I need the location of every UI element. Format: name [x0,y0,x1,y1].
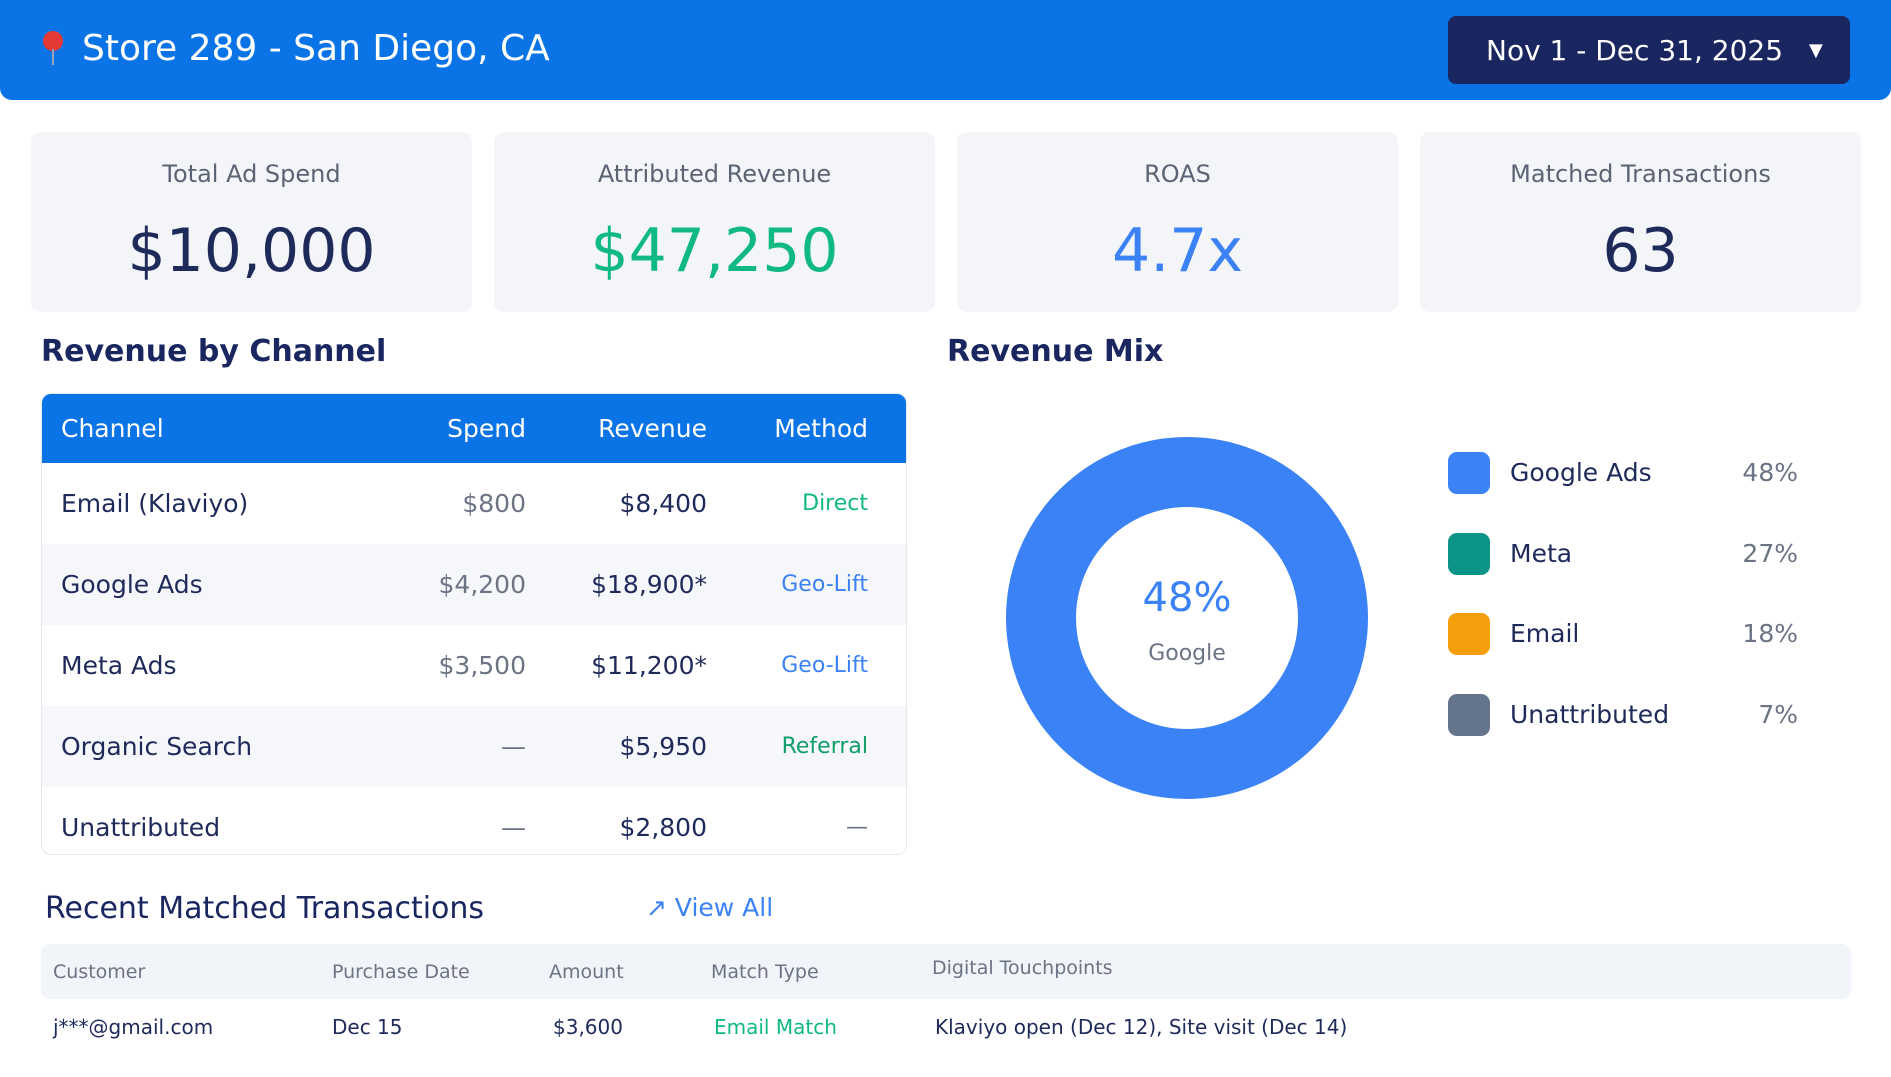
cell-digital-touchpoints: Klaviyo open (Dec 12), Site visit (Dec 1… [935,1015,1348,1039]
legend-swatch [1448,613,1490,655]
table-row: Unattributed — $2,800 — [42,787,906,854]
donut-center: 48% Google [1006,437,1368,799]
store-title-text: Store 289 - San Diego, CA [82,28,550,69]
cell-revenue: $8,400 [619,489,707,518]
kpi-value: $47,250 [590,216,839,286]
cell-method: Geo-Lift [781,653,868,678]
cell-revenue: $2,800 [619,813,707,842]
caret-down-icon: ▼ [1809,39,1823,61]
top-header: Store 289 - San Diego, CA Nov 1 - Dec 31… [0,0,1891,100]
cell-spend: — [501,732,526,761]
legend-percent: 48% [1742,458,1798,487]
column-header-revenue: Revenue [598,414,707,443]
kpi-label: Attributed Revenue [597,160,832,188]
date-range-picker[interactable]: Nov 1 - Dec 31, 2025 ▼ [1448,16,1850,84]
kpi-value: 63 [1602,216,1679,286]
column-header-amount: Amount [549,961,624,983]
cell-channel: Unattributed [61,813,221,842]
donut-center-label: Google [1148,641,1226,666]
cell-method: Referral [781,734,868,759]
legend-name: Meta [1510,539,1573,568]
cell-revenue: $18,900* [591,570,707,599]
donut-chart [1006,437,1368,799]
map-pin-icon [40,30,66,67]
cell-spend: $3,500 [438,651,526,680]
legend-item: Google Ads 48% [1448,452,1798,494]
cell-purchase-date: Dec 15 [332,1015,403,1039]
kpi-card-total-ad-spend: Total Ad Spend $10,000 [31,132,472,312]
date-range-label: Nov 1 - Dec 31, 2025 [1486,33,1784,67]
legend-name: Unattributed [1510,700,1670,729]
column-header-digital-touchpoints: Digital Touchpoints [932,957,1113,979]
view-all-link[interactable]: ↗ View All [646,893,774,922]
cell-revenue: $5,950 [619,732,707,761]
table-row: Meta Ads $3,500 $11,200* Geo-Lift [42,625,906,706]
legend-name: Email [1510,619,1580,648]
table-header: Channel Spend Revenue Method [42,394,906,463]
column-header-customer: Customer [53,961,146,983]
cell-channel: Email (Klaviyo) [61,489,249,518]
legend-item: Email 18% [1448,613,1798,655]
kpi-label: Matched Transactions [1510,160,1771,188]
table-row: Google Ads $4,200 $18,900* Geo-Lift [42,544,906,625]
legend-percent: 18% [1742,619,1798,648]
legend-swatch [1448,533,1490,575]
kpi-label: ROAS [1144,160,1211,188]
store-title: Store 289 - San Diego, CA [40,28,550,69]
kpi-value: 4.7x [1112,216,1243,286]
revenue-by-channel-table: Channel Spend Revenue Method Email (Klav… [41,393,907,855]
kpi-card-attributed-revenue: Attributed Revenue $47,250 [494,132,935,312]
column-header-channel: Channel [61,414,164,443]
cell-match-type: Email Match [714,1015,837,1039]
table-row: Email (Klaviyo) $800 $8,400 Direct [42,463,906,544]
cell-spend: $4,200 [438,570,526,599]
column-header-purchase-date: Purchase Date [332,961,470,983]
recent-transactions-title: Recent Matched Transactions [45,891,485,926]
legend-percent: 7% [1758,700,1798,729]
column-header-spend: Spend [447,414,526,443]
donut-center-percent: 48% [1142,575,1232,621]
kpi-label: Total Ad Spend [162,160,341,188]
cell-spend: — [501,813,526,842]
legend-name: Google Ads [1510,458,1652,487]
legend-item: Meta 27% [1448,533,1798,575]
revenue-by-channel-title: Revenue by Channel [41,334,387,369]
legend-percent: 27% [1742,539,1798,568]
cell-revenue: $11,200* [591,651,707,680]
donut-ring [1006,437,1368,799]
legend-item: Unattributed 7% [1448,694,1798,736]
kpi-card-matched-transactions: Matched Transactions 63 [1420,132,1861,312]
kpi-value: $10,000 [127,216,376,286]
cell-spend: $800 [462,489,526,518]
cell-channel: Google Ads [61,570,203,599]
cell-method: — [846,815,868,840]
table-row: j***@gmail.com Dec 15 $3,600 Email Match… [41,1004,1851,1052]
revenue-mix-donut: 48% Google [1006,437,1368,799]
transactions-table-header: Customer Purchase Date Amount Match Type… [41,944,1851,999]
revenue-mix-title: Revenue Mix [947,334,1164,369]
cell-customer: j***@gmail.com [53,1015,214,1039]
legend-swatch [1448,694,1490,736]
cell-method: Geo-Lift [781,572,868,597]
cell-channel: Meta Ads [61,651,177,680]
legend-swatch [1448,452,1490,494]
table-row: Organic Search — $5,950 Referral [42,706,906,787]
column-header-match-type: Match Type [711,961,819,983]
cell-method: Direct [802,491,868,516]
cell-amount: $3,600 [553,1015,623,1039]
column-header-method: Method [774,414,868,443]
kpi-card-roas: ROAS 4.7x [957,132,1398,312]
cell-channel: Organic Search [61,732,253,761]
